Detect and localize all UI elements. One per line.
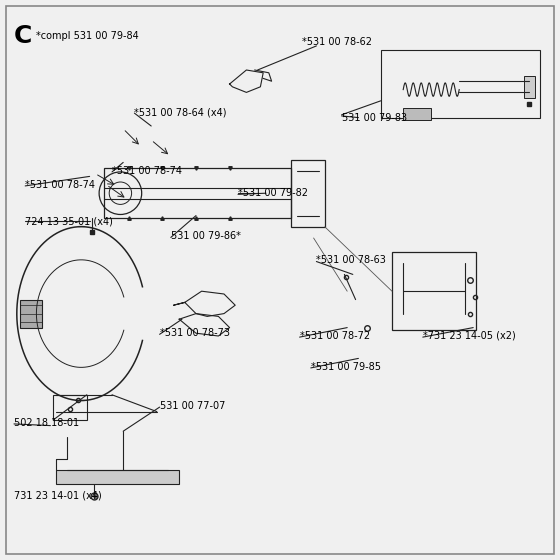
Bar — [524, 76, 535, 98]
Text: *531 00 78-64 (x4): *531 00 78-64 (x4) — [134, 107, 227, 117]
Text: C: C — [14, 25, 32, 48]
Text: *compl 531 00 79-84: *compl 531 00 79-84 — [36, 31, 139, 41]
Text: 731 23 14-01 (x4): 731 23 14-01 (x4) — [14, 491, 102, 501]
Text: 531 00 79-83: 531 00 79-83 — [342, 113, 407, 123]
Text: 502 18 18-01: 502 18 18-01 — [14, 418, 79, 428]
Bar — [56, 470, 179, 484]
Bar — [392, 252, 476, 330]
Text: *731 23 14-05 (x2): *731 23 14-05 (x2) — [423, 331, 516, 341]
Bar — [20, 300, 42, 328]
Text: 531 00 77-07: 531 00 77-07 — [160, 401, 225, 411]
Text: 531 00 79-86*: 531 00 79-86* — [171, 231, 241, 241]
Bar — [403, 108, 431, 120]
Text: *531 00 79-82: *531 00 79-82 — [238, 188, 308, 198]
Text: *531 00 79-85: *531 00 79-85 — [311, 362, 381, 372]
Text: *531 00 78-74: *531 00 78-74 — [112, 166, 182, 176]
Text: 724 13 35-01 (x4): 724 13 35-01 (x4) — [25, 216, 113, 226]
Bar — [291, 160, 325, 227]
Text: *531 00 78-62: *531 00 78-62 — [302, 37, 372, 47]
Text: *531 00 78-63: *531 00 78-63 — [316, 255, 386, 265]
Text: *531 00 78-72: *531 00 78-72 — [300, 331, 370, 341]
Bar — [381, 50, 540, 118]
Text: *531 00 78-74: *531 00 78-74 — [25, 180, 95, 190]
Bar — [104, 168, 291, 218]
Text: *531 00 78-73: *531 00 78-73 — [160, 328, 230, 338]
Bar — [53, 395, 87, 420]
